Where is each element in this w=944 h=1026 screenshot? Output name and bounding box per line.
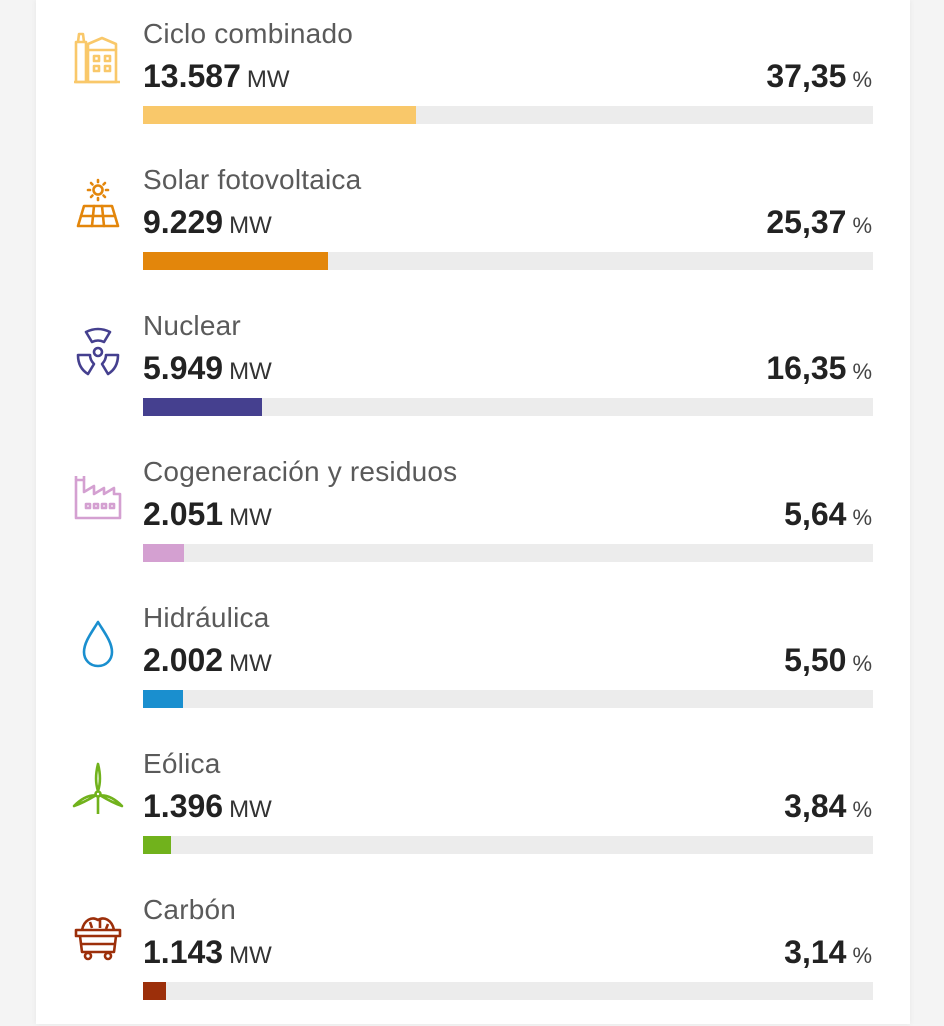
power-value: 13.587 MW xyxy=(143,58,290,95)
percent-unit: % xyxy=(852,651,872,676)
power-number: 1.396 xyxy=(143,788,224,824)
generation-row-carbon: Carbón 1.143 MW 3,14% xyxy=(36,880,910,1026)
power-unit: MW xyxy=(229,212,272,239)
generation-row-eolica: Eólica 1.396 MW 3,84% xyxy=(36,734,910,880)
generation-mix-card: Ciclo combinado 13.587 MW 37,35% Solar fo… xyxy=(36,0,910,1024)
generation-row-ciclo-combinado: Ciclo combinado 13.587 MW 37,35% xyxy=(36,4,910,150)
share-bar-track xyxy=(143,982,873,1000)
power-number: 2.051 xyxy=(143,496,224,532)
power-value: 2.051 MW xyxy=(143,496,272,533)
solar-panel-icon xyxy=(72,178,124,234)
share-bar-track xyxy=(143,106,873,124)
power-value: 1.396 MW xyxy=(143,788,272,825)
share-bar-fill xyxy=(143,836,172,854)
percent-unit: % xyxy=(852,67,872,92)
share-bar-track xyxy=(143,252,873,270)
percent-unit: % xyxy=(852,359,872,384)
power-unit: MW xyxy=(229,358,272,385)
percent-unit: % xyxy=(852,505,872,530)
power-unit: MW xyxy=(229,796,272,823)
generation-row-cogeneracion-y-residuos: Cogeneración y residuos 2.051 MW 5,64% xyxy=(36,442,910,588)
share-bar-fill xyxy=(143,398,263,416)
percent-number: 25,37 xyxy=(766,204,847,240)
percent-number: 3,84 xyxy=(784,788,847,824)
share-percent: 37,35% xyxy=(766,58,872,95)
share-percent: 5,64% xyxy=(784,496,872,533)
power-value: 9.229 MW xyxy=(143,204,272,241)
power-value: 5.949 MW xyxy=(143,350,272,387)
share-bar-fill xyxy=(143,982,166,1000)
share-bar-track xyxy=(143,690,873,708)
generation-row-nuclear: Nuclear 5.949 MW 16,35% xyxy=(36,296,910,442)
power-number: 9.229 xyxy=(143,204,224,240)
percent-number: 5,50 xyxy=(784,642,847,678)
power-number: 13.587 xyxy=(143,58,241,94)
share-bar-track xyxy=(143,398,873,416)
percent-unit: % xyxy=(852,213,872,238)
factory-icon xyxy=(72,470,124,526)
percent-number: 5,64 xyxy=(784,496,847,532)
power-number: 1.143 xyxy=(143,934,224,970)
nuclear-icon xyxy=(72,324,124,380)
share-bar-track xyxy=(143,544,873,562)
power-number: 2.002 xyxy=(143,642,224,678)
percent-number: 37,35 xyxy=(766,58,847,94)
percent-number: 3,14 xyxy=(784,934,847,970)
share-percent: 16,35% xyxy=(766,350,872,387)
generation-row-hidraulica: Hidráulica 2.002 MW 5,50% xyxy=(36,588,910,734)
source-label: Eólica xyxy=(143,748,221,779)
share-bar-track xyxy=(143,836,873,854)
share-bar-fill xyxy=(143,690,184,708)
share-percent: 5,50% xyxy=(784,642,872,679)
percent-number: 16,35 xyxy=(766,350,847,386)
coal-cart-icon xyxy=(72,908,124,964)
share-bar-fill xyxy=(143,252,329,270)
generation-row-solar-fotovoltaica: Solar fotovoltaica 9.229 MW 25,37% xyxy=(36,150,910,296)
source-label: Carbón xyxy=(143,894,237,925)
share-percent: 25,37% xyxy=(766,204,872,241)
power-unit: MW xyxy=(229,942,272,969)
power-number: 5.949 xyxy=(143,350,224,386)
power-unit: MW xyxy=(229,504,272,531)
power-unit: MW xyxy=(246,66,290,93)
source-label: Nuclear xyxy=(143,310,241,341)
source-label: Ciclo combinado xyxy=(143,18,353,49)
source-label: Cogeneración y residuos xyxy=(143,456,458,487)
power-value: 2.002 MW xyxy=(143,642,272,679)
source-label: Hidráulica xyxy=(143,602,270,633)
percent-unit: % xyxy=(852,943,872,968)
power-value: 1.143 MW xyxy=(143,934,272,971)
combined-cycle-plant-icon xyxy=(72,32,124,88)
share-bar-fill xyxy=(143,544,185,562)
wind-turbine-icon xyxy=(72,762,124,818)
share-bar-fill xyxy=(143,106,416,124)
power-unit: MW xyxy=(229,650,272,677)
share-percent: 3,84% xyxy=(784,788,872,825)
source-label: Solar fotovoltaica xyxy=(143,164,362,195)
water-drop-icon xyxy=(72,616,124,672)
share-percent: 3,14% xyxy=(784,934,872,971)
percent-unit: % xyxy=(852,797,872,822)
